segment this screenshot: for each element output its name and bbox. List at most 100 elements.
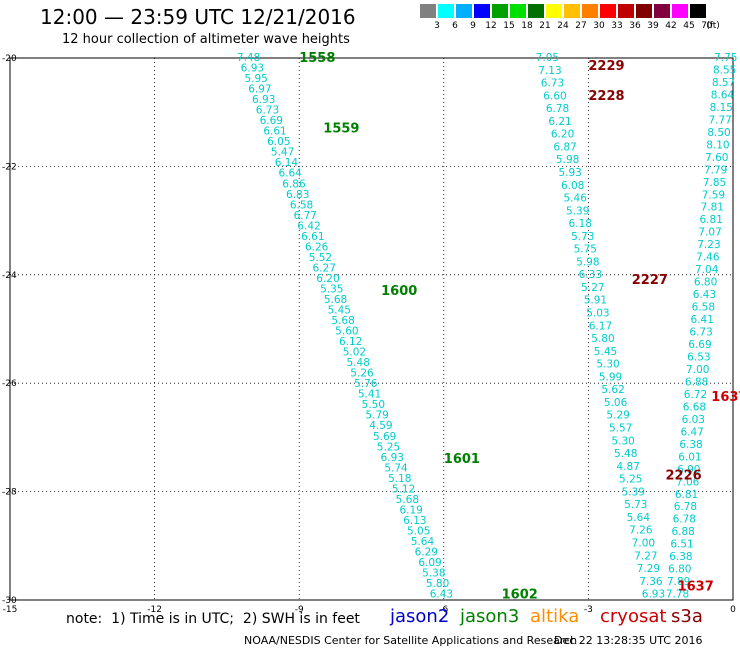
legend-label: 3 [434, 21, 440, 31]
wave-height-value: 6.01 [678, 451, 701, 463]
wave-height-value: 6.88 [671, 526, 694, 538]
pass-label: 2227 [632, 273, 668, 288]
legend-label: 36 [629, 21, 641, 31]
wave-height-value: 6.73 [541, 78, 564, 90]
wave-height-value: 5.80 [591, 333, 614, 345]
pass-label: 1601 [444, 452, 480, 467]
wave-height-value: 7.13 [538, 65, 561, 77]
wave-height-value: 8.57 [712, 77, 735, 89]
pass-label: 2226 [666, 468, 702, 483]
wave-height-value: 5.41 [358, 389, 381, 401]
wave-height-value: 6.19 [399, 504, 422, 516]
wave-height-value: 5.48 [614, 448, 637, 460]
wave-height-value: 5.18 [388, 473, 411, 485]
wave-height-value: 6.93 [381, 452, 404, 464]
wave-height-value: 5.73 [624, 499, 647, 511]
wave-height-value: 6.64 [278, 168, 302, 180]
wave-height-value: 5.99 [599, 371, 622, 383]
legend-label: 27 [575, 21, 587, 31]
legend-label: 45 [683, 21, 695, 31]
y-tick-label: -30 [2, 596, 17, 606]
legend-label: 24 [557, 21, 569, 31]
wave-height-value: 5.02 [343, 347, 366, 359]
wave-height-value: 5.64 [627, 512, 651, 524]
legend-swatch-36 [618, 4, 634, 18]
wave-height-value: 6.93 [642, 589, 665, 601]
wave-height-value: 6.33 [579, 269, 602, 281]
wave-height-value: 6.68 [683, 401, 706, 413]
wave-height-value: 6.78 [674, 501, 697, 513]
wave-height-value: 6.13 [403, 515, 426, 527]
wave-height-value: 7.05 [536, 52, 559, 64]
wave-height-value: 6.26 [305, 241, 329, 253]
wave-height-value: 6.09 [418, 557, 441, 569]
legend-label: 39 [647, 21, 659, 31]
wave-height-value: 5.27 [581, 282, 604, 294]
wave-height-value: 7.29 [637, 563, 660, 575]
wave-height-value: 7.48 [237, 52, 260, 64]
wave-height-value: 6.80 [694, 277, 717, 289]
wave-height-value: 7.26 [629, 525, 653, 537]
wave-height-value: 6.17 [589, 320, 612, 332]
y-tick-label: -20 [2, 54, 17, 64]
chart-title: 12:00 — 23:59 UTC 12/21/2016 [40, 5, 356, 29]
wave-height-value: 6.20 [551, 129, 574, 141]
legend-swatch-39 [636, 4, 652, 18]
wave-height-value: 5.48 [347, 357, 370, 369]
legend-label: 15 [503, 21, 515, 31]
x-tick-label: -3 [584, 605, 593, 615]
legend-label: 12 [485, 21, 497, 31]
wave-height-value: 8.55 [713, 64, 736, 76]
chart-subtitle: 12 hour collection of altimeter wave hei… [62, 32, 350, 47]
pass-label: 1558 [299, 51, 335, 66]
legend-swatch-9 [456, 4, 472, 18]
wave-height-value: 7.60 [705, 152, 728, 164]
legend-swatch-3 [420, 4, 436, 18]
plot-frame [9, 57, 734, 601]
legend-label: 18 [521, 21, 533, 31]
wave-height-value: 5.05 [407, 525, 430, 537]
x-tick-label: -12 [147, 605, 162, 615]
y-tick-label: -28 [2, 488, 17, 498]
wave-height-value: 5.45 [328, 305, 351, 317]
pass-label: 2229 [588, 59, 624, 74]
legend-swatch-18 [510, 4, 526, 18]
wave-height-value: 6.05 [267, 136, 290, 148]
wave-height-value: 6.78 [546, 103, 569, 115]
wave-height-value: 5.74 [384, 462, 408, 474]
legend-swatch-42 [654, 4, 670, 18]
wave-height-value: 8.64 [711, 89, 735, 101]
legend-swatch-21 [528, 4, 544, 18]
wave-height-value: 5.75 [574, 244, 597, 256]
satellite-jason2: jason2 [390, 606, 450, 627]
wave-height-value: 5.39 [622, 486, 645, 498]
wave-height-value: 8.10 [706, 139, 729, 151]
wave-height-value: 6.21 [548, 116, 571, 128]
wave-height-value: 6.47 [680, 426, 703, 438]
wave-height-value: 5.69 [373, 431, 396, 443]
wave-height-value: 6.73 [256, 105, 279, 117]
wave-height-value: 6.53 [687, 351, 710, 363]
wave-height-value: 5.29 [606, 410, 629, 422]
pass-label: 1602 [502, 588, 538, 603]
pass-label: 2228 [588, 89, 624, 104]
wave-height-value: 7.23 [697, 239, 720, 251]
wave-height-value: 7.46 [696, 252, 720, 264]
wave-height-value: 7.07 [698, 227, 721, 239]
wave-height-value: 7.85 [703, 177, 726, 189]
wave-height-value: 5.39 [566, 205, 589, 217]
satellite-altika: altika [530, 606, 580, 627]
wave-height-value: 7.75 [714, 52, 737, 64]
wave-height-value: 7.00 [632, 537, 655, 549]
credit-line: NOAA/NESDIS Center for Satellite Applica… [244, 634, 578, 647]
footer-note: note: 1) Time is in UTC; 2) SWH is in fe… [66, 611, 360, 627]
wave-height-value: 5.73 [571, 231, 594, 243]
wave-height-value: 7.36 [639, 576, 663, 588]
x-tick-label: -6 [439, 605, 448, 615]
wave-height-value: 8.50 [707, 127, 730, 139]
wave-height-value: 6.51 [670, 539, 693, 551]
wave-height-value: 5.79 [365, 410, 388, 422]
wave-height-value: 7.89 [667, 576, 690, 588]
y-tick-label: -26 [2, 379, 17, 389]
